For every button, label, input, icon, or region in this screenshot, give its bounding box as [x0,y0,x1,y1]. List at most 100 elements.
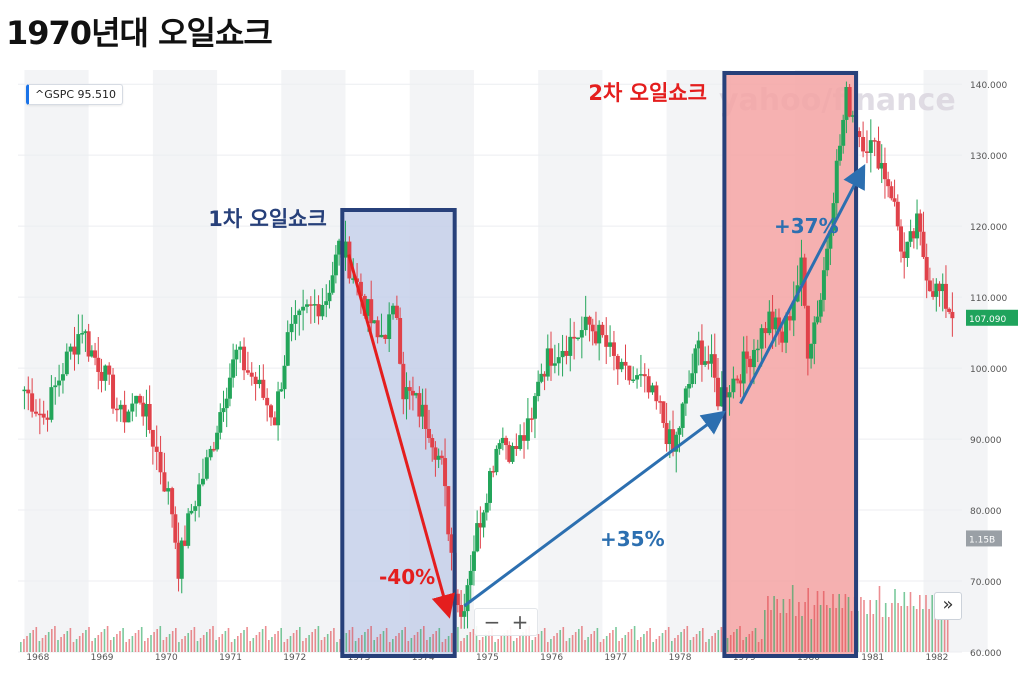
candle-body [791,301,796,321]
volume-bar [326,634,329,652]
volume-bar [705,642,707,652]
candle-body [182,540,187,546]
ticker-value: 95.510 [77,88,117,101]
x-tick-label: 1977 [604,653,627,662]
volume-bar [144,641,146,652]
volume-bar [78,636,81,652]
volume-bar [255,635,258,652]
volume-bar [590,634,592,652]
volume-bar [466,635,468,652]
candle-body [748,358,753,368]
volume-bar [333,628,335,652]
volume-bar [481,637,484,652]
year-band [281,70,346,652]
candle-body [122,404,127,423]
volume-bar [782,599,785,652]
candle-body [53,385,58,388]
volume-bar [553,636,555,652]
candle-body [279,389,284,392]
candle-body [224,398,229,409]
volume-bar [413,635,416,652]
candle-body [491,471,496,473]
chart-area[interactable]: 60.000 70.000 80.000 90.000 100.000 110.000 12… [14,66,1020,663]
volume-bar [649,628,651,652]
candle-body [261,379,266,398]
volume-bar [881,617,884,652]
x-tick-label: 1971 [219,653,242,662]
candle-body [208,448,213,458]
candle-body [549,348,554,366]
volume-bar [754,628,757,652]
candle-body [327,292,332,302]
candle-body [522,435,527,441]
candle-body [744,351,749,359]
volume-bar [181,639,183,652]
volume-bar [441,642,444,652]
volume-bar [860,597,862,652]
volume-bar [540,631,543,652]
candle-body [420,404,425,417]
volume-bar [323,637,326,652]
candle-body [320,304,325,317]
volume-bar [274,634,276,652]
volume-bar [246,627,248,652]
volume-bar [897,603,899,652]
volume-bar [863,600,865,652]
volume-bar [252,638,255,652]
candle-body [404,387,409,400]
candle-body [407,387,412,391]
volume-bar [202,635,205,652]
volume-bar [249,641,251,652]
box1-label: 1차 오일쇼크 [208,207,327,231]
ticker-badge[interactable]: ^GSPC 95.510 [26,84,124,105]
volume-bar [478,640,481,652]
volume-bar [314,629,317,652]
volume-bar [51,629,53,652]
candle-body [902,251,907,259]
volume-bar [472,629,475,652]
volume-bar [292,633,295,652]
scroll-forward-button[interactable]: » [934,592,962,620]
volume-bar [491,628,493,652]
y-tick-label: 70.000 [970,578,1002,588]
volume-bar [801,616,803,652]
volume-bar [714,633,716,652]
volume-bar [816,591,819,652]
volume-bar [171,631,174,652]
volume-bar [106,626,109,652]
volume-bar [807,588,809,652]
candle-body [518,435,523,449]
zoom-out-button[interactable]: − [483,610,501,634]
candle-body [126,411,131,423]
volume-bar [410,638,413,652]
volume-bar [543,628,546,652]
candle-body [583,316,588,331]
box2-label: 2차 오일쇼크 [588,81,707,105]
candle-body [154,446,159,452]
volume-bar [512,641,515,652]
volume-bar [562,627,565,652]
volume-bar [773,596,775,652]
volume-bar [525,629,527,652]
volume-bar [178,642,180,652]
volume-bar [739,626,741,652]
candle-body [847,87,852,117]
candle-body [693,348,698,374]
volume-bar [348,630,351,652]
volume-bar [82,633,84,652]
zoom-in-button[interactable]: + [511,610,529,634]
candle-body [712,354,717,378]
volume-bar [757,642,760,652]
candle-body [755,348,760,351]
volume-bar [776,599,778,652]
volume-bar [850,611,853,652]
volume-bar [909,592,912,652]
volume-bar [844,594,847,652]
candle-body [304,304,309,307]
volume-bar [906,606,909,652]
volume-bar [447,636,450,652]
candle-body [536,381,541,397]
volume-bar [819,605,822,652]
volume-bar [75,639,78,652]
volume-bar [193,627,196,652]
